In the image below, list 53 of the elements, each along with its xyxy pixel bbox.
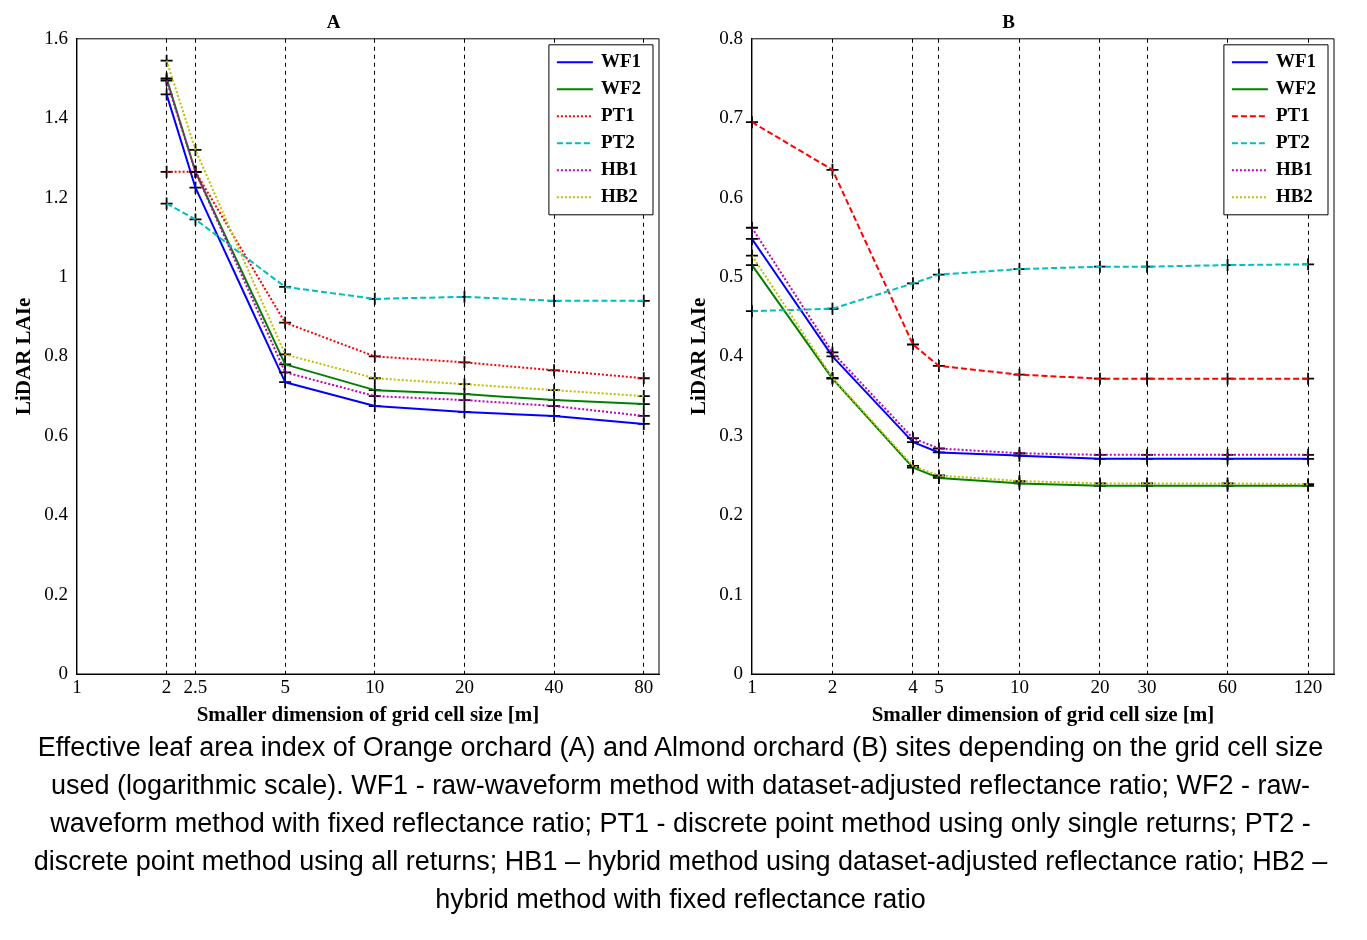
- x-tick-label: 5: [280, 676, 290, 698]
- y-tick-label: 0.8: [44, 344, 68, 366]
- y-tick-label: 0.2: [719, 503, 743, 525]
- y-tick-label: 0.8: [719, 26, 743, 48]
- chart-title: A: [326, 11, 341, 33]
- x-tick-label: 5: [934, 676, 944, 698]
- x-tick-label: 4: [908, 676, 919, 698]
- legend-label: PT2: [600, 131, 635, 153]
- x-tick-label: 80: [634, 676, 654, 698]
- x-axis-title: Smaller dimension of grid cell size [m]: [196, 701, 540, 726]
- x-tick-label: 2: [161, 676, 172, 698]
- chart-title: B: [1002, 11, 1016, 33]
- y-tick-label: 0.5: [719, 264, 743, 286]
- y-tick-label: 0.3: [719, 423, 743, 445]
- x-tick-label: 20: [1090, 676, 1110, 698]
- x-tick-label: 120: [1293, 676, 1323, 698]
- y-tick-label: 0.2: [44, 582, 68, 604]
- y-tick-label: 0.1: [719, 582, 743, 604]
- x-tick-label: 40: [544, 676, 564, 698]
- legend-label: PT1: [1275, 104, 1310, 126]
- y-tick-label: 1.6: [44, 26, 68, 48]
- text: Effective leaf area index of Orange orchard (A) and Almond orchard (B) sites depending on the grid cell size used (logarithmic scale). WF1 - raw-waveform method with dataset-adjusted reflectance ratio; WF2 - raw-waveform method with fixed reflectance ratio; PT1 - discrete point method using only single returns; PT2 - discrete point method using all returns; HB1 – hybrid method using dataset-adjusted reflectance ratio; HB2 – hybrid method with fixed reflectance ratio: [32, 731, 1329, 916]
- legend-label: HB2: [1275, 185, 1313, 207]
- x-tick-label: 20: [454, 676, 474, 698]
- y-tick-label: 1.2: [44, 185, 68, 207]
- y-axis-title: LiDAR LAIe: [686, 297, 711, 416]
- y-tick-label: 0.7: [719, 106, 743, 128]
- legend-label: WF2: [1275, 77, 1316, 99]
- legend-label: HB2: [600, 185, 638, 207]
- x-tick-label: 1: [747, 676, 757, 698]
- y-tick-label: 0: [58, 661, 68, 683]
- x-tick-label: 30: [1137, 676, 1157, 698]
- legend-label: HB1: [1275, 158, 1313, 180]
- y-tick-label: 1: [58, 264, 68, 286]
- y-tick-label: 0.6: [44, 423, 68, 445]
- y-tick-label: 1.4: [44, 106, 69, 128]
- x-tick-label: 10: [1009, 676, 1029, 698]
- legend-label: PT2: [1275, 131, 1310, 153]
- x-axis-title: Smaller dimension of grid cell size [m]: [871, 701, 1215, 726]
- y-tick-label: 0.4: [44, 503, 69, 525]
- y-axis-title: LiDAR LAIe: [11, 297, 36, 416]
- legend-label: WF1: [1275, 50, 1316, 72]
- x-tick-label: 60: [1218, 676, 1238, 698]
- legend-label: WF2: [600, 77, 641, 99]
- x-tick-label: 10: [365, 676, 385, 698]
- y-tick-label: 0.4: [719, 344, 744, 366]
- x-tick-label: 2.5: [183, 676, 208, 698]
- y-tick-label: 0.6: [719, 185, 743, 207]
- legend-label: HB1: [600, 158, 638, 180]
- y-tick-label: 0: [733, 661, 743, 683]
- legend-label: WF1: [600, 50, 641, 72]
- legend-label: PT1: [600, 104, 635, 126]
- x-tick-label: 2: [827, 676, 838, 698]
